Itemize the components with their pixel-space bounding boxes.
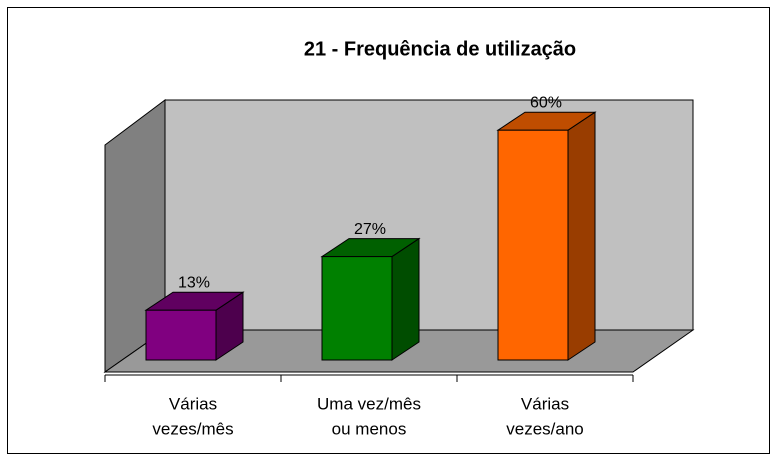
x-tick-label: ou menos bbox=[332, 419, 407, 438]
bar bbox=[497, 129, 569, 361]
bar bbox=[321, 256, 393, 361]
x-tick-label: Várias bbox=[169, 394, 217, 413]
data-label: 27% bbox=[354, 221, 386, 238]
bar bbox=[145, 309, 217, 361]
x-tick-label: Uma vez/mês bbox=[317, 394, 421, 413]
chart-title: 21 - Frequência de utilização bbox=[304, 38, 576, 60]
x-tick-label: Várias bbox=[521, 394, 569, 413]
back-wall bbox=[164, 99, 694, 331]
x-tick-label: vezes/mês bbox=[152, 419, 233, 438]
data-label: 13% bbox=[178, 274, 210, 291]
bar-side bbox=[391, 237, 420, 361]
bar-side bbox=[567, 111, 596, 361]
data-label: 60% bbox=[530, 94, 562, 111]
x-tick-label: vezes/ano bbox=[506, 419, 584, 438]
